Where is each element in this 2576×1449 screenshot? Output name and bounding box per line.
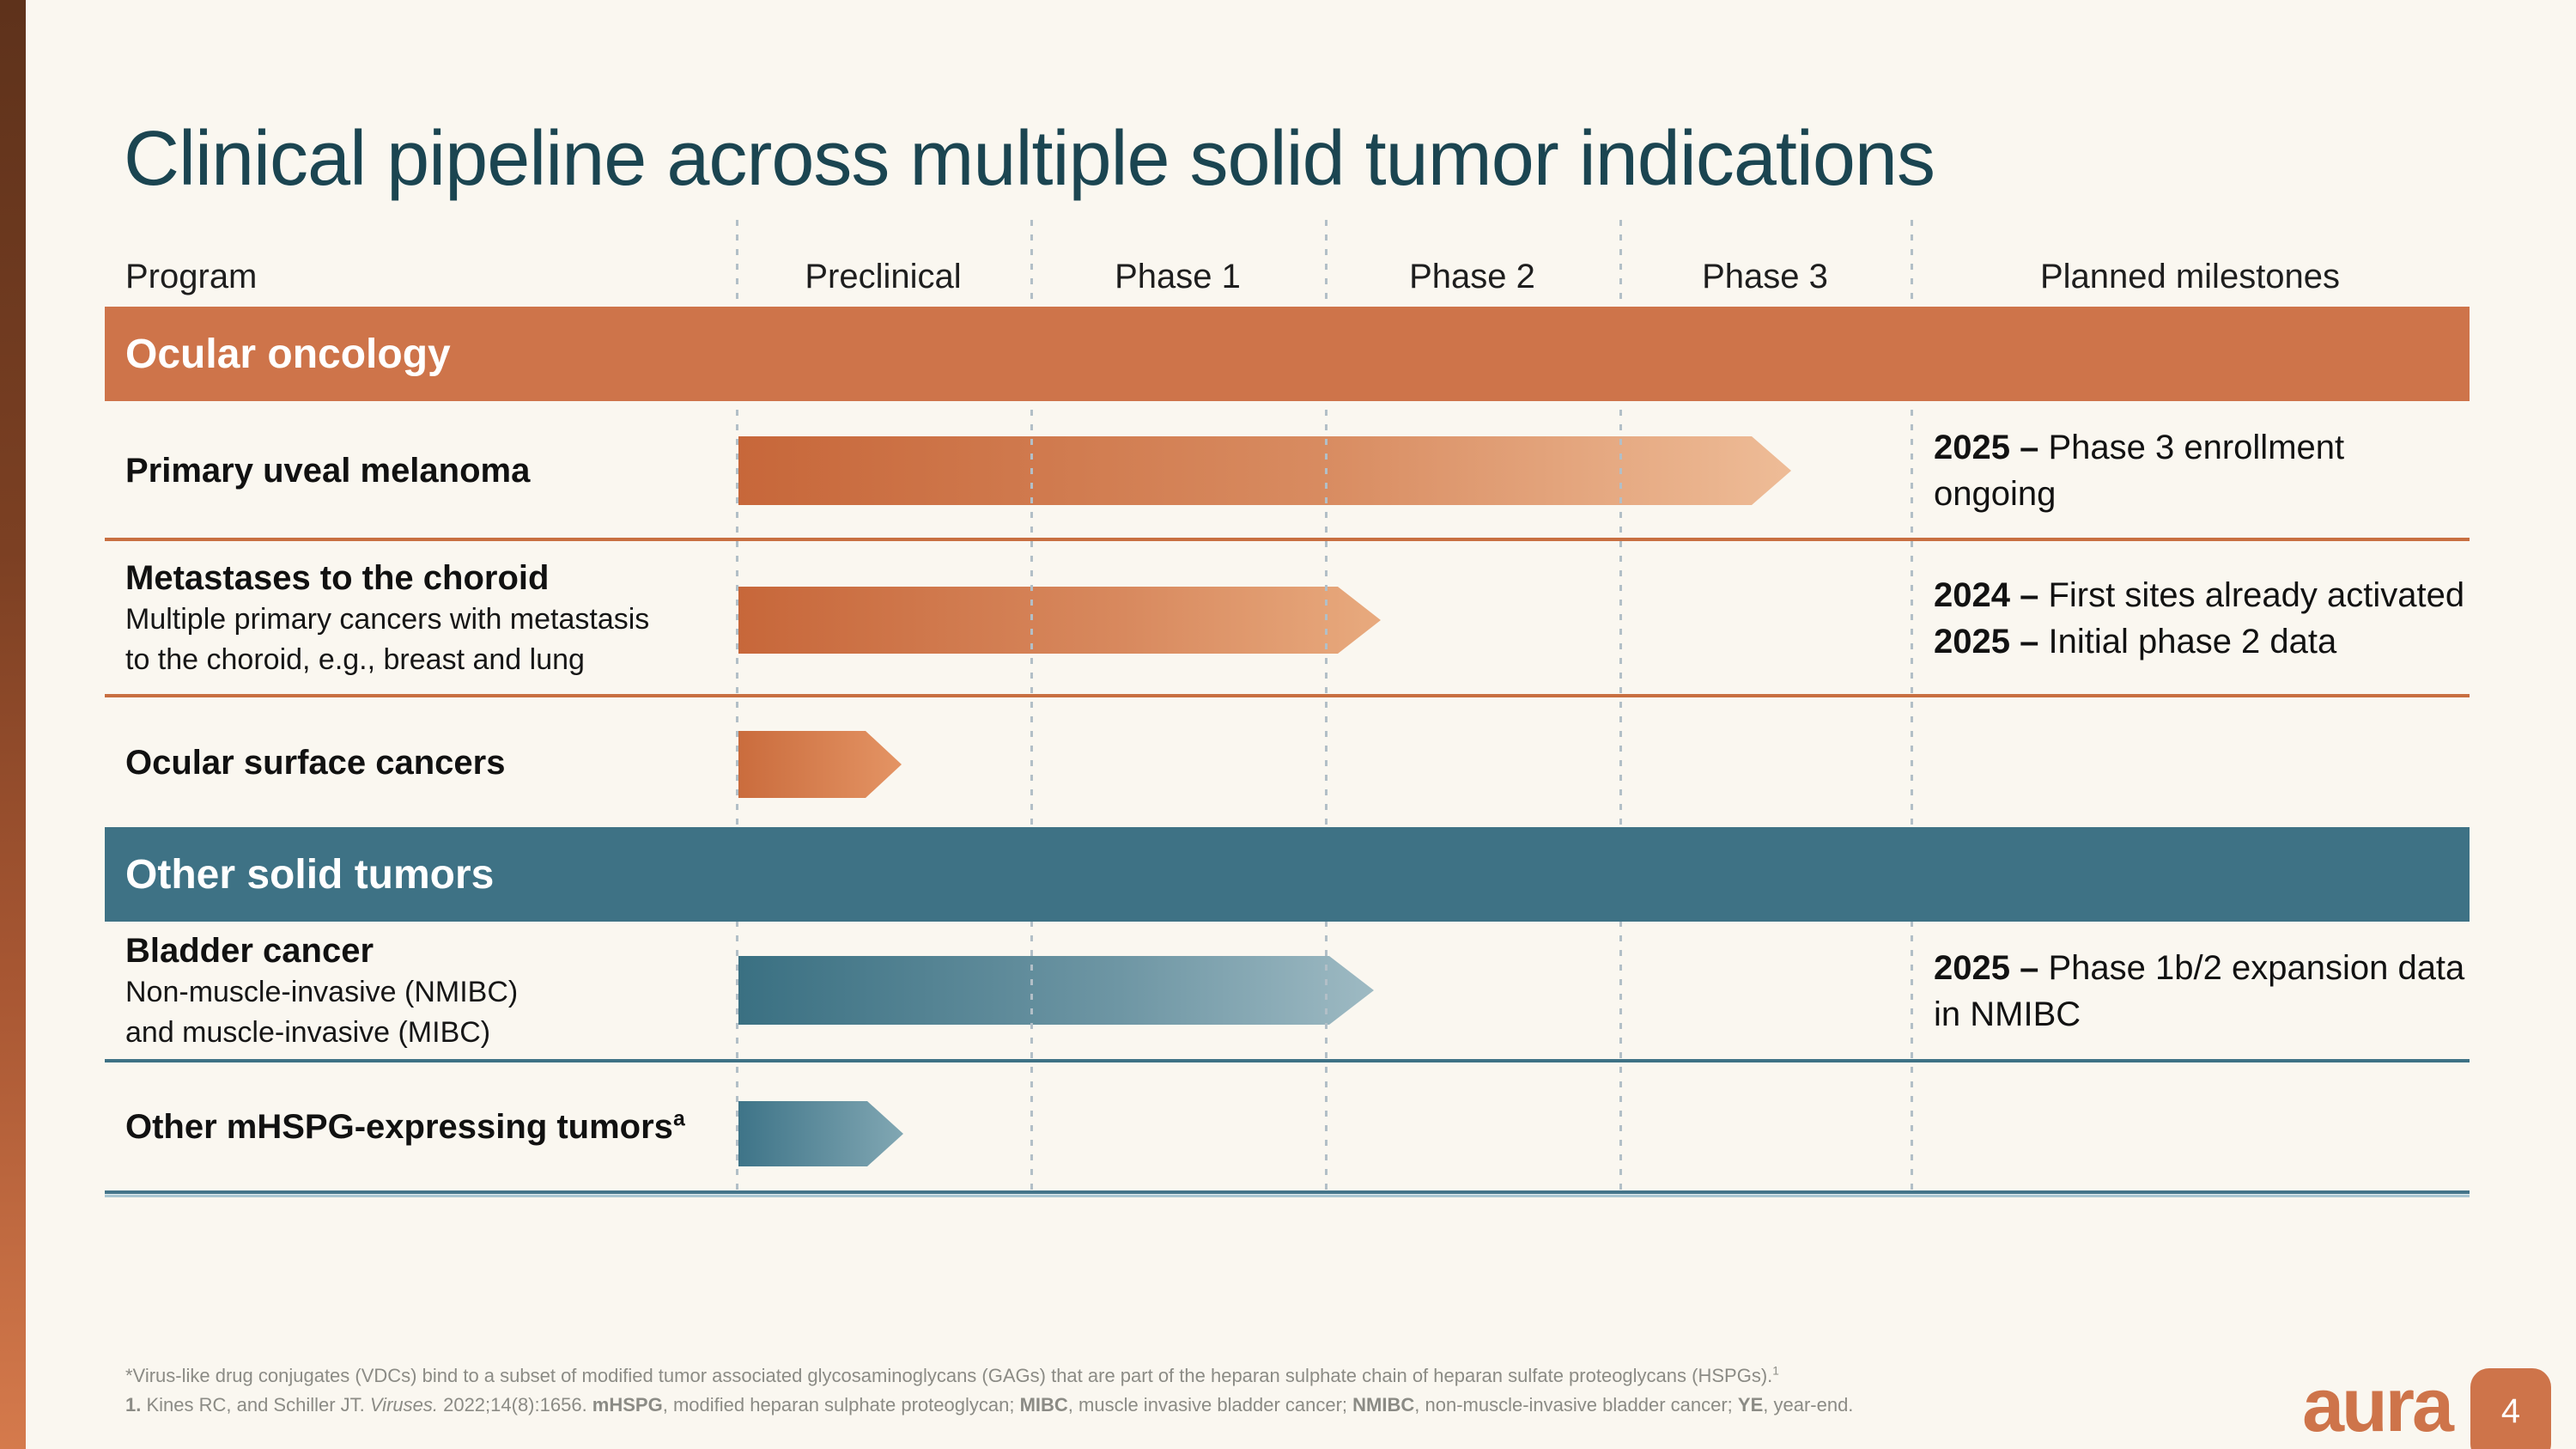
column-divider <box>1325 220 1327 1196</box>
column-divider <box>1619 220 1622 1196</box>
milestone-year: 2025 – <box>1934 623 2039 661</box>
abbreviation-definition: , non-muscle-invasive bladder cancer; <box>1414 1394 1738 1416</box>
milestone-cell: 2025 – Phase 3 enrollment ongoing <box>1934 401 2466 539</box>
program-title: Ocular surface cancers <box>125 743 506 782</box>
abbreviation: YE <box>1737 1394 1764 1416</box>
footnote-line-2: 1. Kines RC, and Schiller JT. Viruses. 2… <box>125 1391 2100 1419</box>
column-header-phase1: Phase 1 <box>1115 258 1241 295</box>
program-title-superscript: a <box>672 1107 685 1131</box>
program-subtitle-line: Multiple primary cancers with metastasis <box>125 603 650 636</box>
table-bottom-rule <box>105 1190 2470 1198</box>
milestone-item: 2025 – Initial phase 2 data <box>1934 618 2466 665</box>
milestone-text: First sites already activated <box>2048 576 2465 614</box>
pipeline-bar-metastases-choroid <box>738 587 1381 654</box>
program-title: Metastases to the choroid <box>125 559 550 598</box>
milestone-text: Phase 3 enrollment ongoing <box>1934 428 2345 513</box>
column-divider <box>1911 220 1913 1196</box>
milestone-year: 2024 – <box>1934 576 2039 614</box>
program-subtitle-line: to the choroid, e.g., breast and lung <box>125 643 585 676</box>
milestone-text: Phase 1b/2 expansion data in NMIBC <box>1934 948 2465 1033</box>
program-cell-primary-uveal-melanoma: Primary uveal melanoma <box>125 401 726 539</box>
footnote-text: *Virus-like drug conjugates (VDCs) bind … <box>125 1365 1773 1386</box>
row-separator <box>105 1059 2470 1062</box>
program-title: Primary uveal melanoma <box>125 451 531 490</box>
program-title: Other mHSPG-expressing tumorsa <box>125 1105 726 1148</box>
page-number: 4 <box>2500 1392 2521 1430</box>
column-header-planned-milestones: Planned milestones <box>2039 258 2341 295</box>
program-subtitle-line: and muscle-invasive (MIBC) <box>125 1015 491 1049</box>
abbreviation-definition: , muscle invasive bladder cancer; <box>1067 1394 1353 1416</box>
program-cell-other-mhspg-tumors: Other mHSPG-expressing tumorsa <box>125 1062 726 1190</box>
milestone-cell: 2025 – Phase 1b/2 expansion data in NMIB… <box>1934 922 2466 1059</box>
slide-title: Clinical pipeline across multiple solid … <box>124 116 1935 203</box>
pipeline-bar-primary-uveal-melanoma <box>738 436 1791 505</box>
column-header-preclinical: Preclinical <box>805 258 962 295</box>
footnote-line-1: *Virus-like drug conjugates (VDCs) bind … <box>125 1362 2100 1390</box>
section-header-other-solid-tumors: Other solid tumors <box>105 827 2470 922</box>
milestone-item: 2025 – Phase 1b/2 expansion data in NMIB… <box>1934 945 2466 1038</box>
page-number-badge: 4 <box>2470 1368 2551 1449</box>
pipeline-bar-ocular-surface-cancers <box>738 731 902 798</box>
abbreviation-definition: , modified heparan sulphate proteoglycan… <box>662 1394 1020 1416</box>
column-divider <box>736 220 738 1196</box>
column-divider <box>1030 220 1033 1196</box>
section-label: Other solid tumors <box>125 851 495 898</box>
milestone-cell: 2024 – First sites already activated 202… <box>1934 543 2466 694</box>
milestone-text: Initial phase 2 data <box>2048 623 2337 661</box>
section-header-ocular-oncology: Ocular oncology <box>105 307 2470 401</box>
milestone-year: 2025 – <box>1934 428 2039 466</box>
reference-tail: 2022;14(8):1656. <box>437 1394 592 1416</box>
column-header-program: Program <box>125 258 258 295</box>
abbreviation: MIBC <box>1019 1394 1068 1416</box>
pipeline-bar-bladder-cancer <box>738 956 1374 1025</box>
reference-number: 1. <box>125 1394 142 1416</box>
column-header-phase2: Phase 2 <box>1409 258 1535 295</box>
abbreviation-definition: , year-end. <box>1763 1394 1854 1416</box>
reference-authors: Kines RC, and Schiller JT. <box>141 1394 370 1416</box>
abbreviation: NMIBC <box>1352 1394 1415 1416</box>
program-cell-bladder-cancer: Bladder cancer Non-muscle-invasive (NMIB… <box>125 922 726 1059</box>
pipeline-bar-other-mhspg-tumors <box>738 1101 903 1166</box>
program-subtitle-line: Non-muscle-invasive (NMIBC) <box>125 975 519 1008</box>
program-title-text: Other mHSPG-expressing tumors <box>125 1107 673 1146</box>
row-separator <box>105 694 2470 697</box>
milestone-item: 2025 – Phase 3 enrollment ongoing <box>1934 424 2466 517</box>
milestone-item: 2024 – First sites already activated <box>1934 572 2466 618</box>
column-header-phase3: Phase 3 <box>1702 258 1828 295</box>
program-cell-ocular-surface-cancers: Ocular surface cancers <box>125 697 726 827</box>
milestone-year: 2025 – <box>1934 948 2039 987</box>
row-separator <box>105 538 2470 541</box>
left-accent-stripe <box>0 0 26 1449</box>
program-cell-metastases-choroid: Metastases to the choroid Multiple prima… <box>125 543 726 694</box>
section-label: Ocular oncology <box>125 331 451 377</box>
footnote-superscript: 1 <box>1772 1364 1779 1378</box>
program-title: Bladder cancer <box>125 931 374 970</box>
abbreviation: mHSPG <box>592 1394 663 1416</box>
aura-logo: aura <box>2302 1362 2454 1447</box>
journal-name: Viruses. <box>369 1394 438 1416</box>
